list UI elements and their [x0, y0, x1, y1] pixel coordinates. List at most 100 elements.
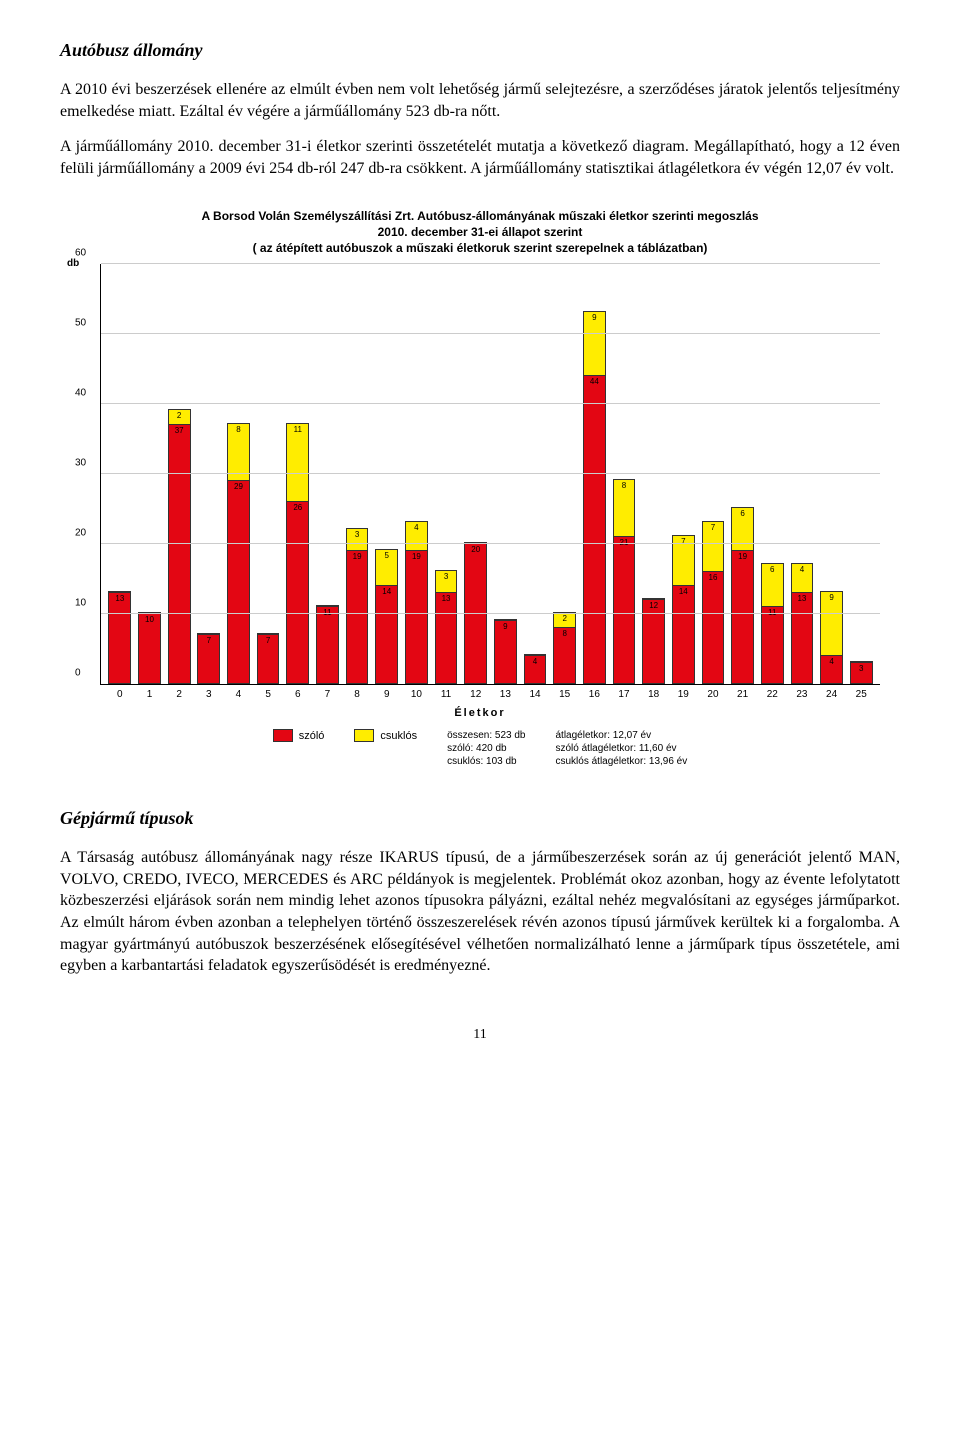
bar-segment-csuklos: 8 [614, 480, 635, 536]
x-tick: 2 [176, 689, 182, 700]
bar-segment-szolo: 11 [762, 606, 783, 683]
bar-value: 3 [436, 572, 457, 581]
bar-stack: 12 [642, 598, 665, 684]
x-tick: 22 [767, 689, 778, 700]
bar-slot: 19621 [728, 264, 758, 684]
paragraph: A Társaság autóbusz állományának nagy ré… [60, 847, 900, 977]
x-tick: 13 [500, 689, 511, 700]
bar-value: 26 [287, 503, 308, 512]
bar-slot: 8215 [550, 264, 580, 684]
y-tick: 0 [75, 668, 81, 679]
bar-stack: 14 7 [672, 535, 695, 684]
legend-label: csuklós [380, 730, 417, 742]
bar-segment-szolo: 14 [673, 585, 694, 683]
bar-slot: 117 [313, 264, 343, 684]
bar-value: 4 [525, 657, 546, 666]
bar-value: 14 [673, 587, 694, 596]
legend-swatch-csuklos [354, 729, 374, 742]
x-tick: 19 [678, 689, 689, 700]
x-tick: 11 [441, 689, 451, 700]
x-tick: 3 [206, 689, 212, 700]
bar-segment-szolo: 12 [643, 599, 664, 683]
bar-slot: 3722 [164, 264, 194, 684]
bar-value: 14 [376, 587, 397, 596]
bar-segment-szolo: 37 [169, 424, 190, 683]
bar-stack: 26 11 [286, 423, 309, 684]
section-heading-vehicle-types: Gépjármű típusok [60, 808, 900, 829]
bar-segment-szolo: 19 [732, 550, 753, 683]
grid-line [101, 403, 880, 404]
x-tick: 15 [559, 689, 570, 700]
bar-stack: 134 [791, 563, 814, 684]
bar-stack: 82 [553, 612, 576, 684]
bar-value: 9 [584, 313, 605, 322]
bar-value: 8 [554, 629, 575, 638]
bar-value: 9 [495, 622, 516, 631]
bar-slot: 16720 [698, 264, 728, 684]
bar-value: 37 [169, 426, 190, 435]
bar-slot: 2984 [224, 264, 254, 684]
grid-line [101, 263, 880, 264]
x-tick: 18 [648, 689, 659, 700]
grid-line [101, 333, 880, 334]
bar-slot: 1218 [639, 264, 669, 684]
bar-value: 19 [406, 552, 427, 561]
x-tick: 5 [265, 689, 271, 700]
bar-value: 4 [406, 523, 427, 532]
bar-segment-csuklos: 2 [169, 410, 190, 424]
bar-stack: 13 [108, 591, 131, 684]
bar-value: 13 [436, 594, 457, 603]
bar-value: 6 [732, 509, 753, 518]
bus-age-chart: A Borsod Volán Személyszállítási Zrt. Au… [60, 209, 900, 768]
bar-slot: 11622 [757, 264, 787, 684]
legend-swatch-szolo [273, 729, 293, 742]
bar-segment-csuklos: 8 [228, 424, 249, 480]
bar-value: 16 [703, 573, 724, 582]
bar-slot: 4924 [817, 264, 847, 684]
y-axis-label: db [67, 258, 79, 269]
x-tick: 21 [737, 689, 748, 700]
chart-title: A Borsod Volán Személyszállítási Zrt. Au… [60, 209, 900, 256]
bar-value: 4 [821, 657, 842, 666]
bar-segment-szolo: 29 [228, 480, 249, 683]
bar-value: 7 [258, 636, 279, 645]
bar-value: 2 [169, 411, 190, 420]
x-tick: 24 [826, 689, 837, 700]
bar-slot: 414 [520, 264, 550, 684]
summary-line: szóló: 420 db [447, 742, 525, 755]
x-tick: 9 [384, 689, 390, 700]
bar-segment-szolo: 14 [376, 585, 397, 683]
bar-stack: 19 6 [731, 507, 754, 684]
x-tick: 16 [589, 689, 600, 700]
page-number: 11 [60, 1027, 900, 1043]
bar-slot: 75 [253, 264, 283, 684]
bar-value: 3 [851, 664, 872, 673]
bar-stack: 11 [316, 605, 339, 684]
y-tick: 10 [75, 598, 86, 609]
x-tick: 12 [470, 689, 481, 700]
bar-stack: 298 [227, 423, 250, 684]
bar-value: 7 [673, 537, 694, 546]
bar-stack: 49 [820, 591, 843, 684]
bar-value: 7 [703, 523, 724, 532]
legend-item-szolo: szóló [273, 729, 325, 742]
x-tick: 1 [147, 689, 153, 700]
grid-line [101, 613, 880, 614]
bar-segment-csuklos: 5 [376, 550, 397, 585]
bar-segment-csuklos: 3 [347, 529, 368, 550]
bar-stack: 116 [761, 563, 784, 684]
summary-col: összesen: 523 db szóló: 420 db csuklós: … [447, 729, 525, 768]
bar-segment-szolo: 13 [109, 592, 130, 683]
summary-line: csuklós: 103 db [447, 755, 525, 768]
bar-value: 11 [287, 425, 308, 434]
bar-segment-szolo: 19 [406, 550, 427, 683]
bar-stack: 4 [524, 654, 547, 684]
y-tick: 50 [75, 318, 86, 329]
bar-value: 3 [347, 530, 368, 539]
chart-title-line: ( az átépített autóbuszok a műszaki élet… [60, 241, 900, 257]
x-tick: 0 [117, 689, 123, 700]
bar-slot: 913 [491, 264, 521, 684]
bar-segment-szolo: 7 [198, 634, 219, 683]
y-tick: 60 [75, 248, 86, 259]
y-tick: 30 [75, 458, 86, 469]
